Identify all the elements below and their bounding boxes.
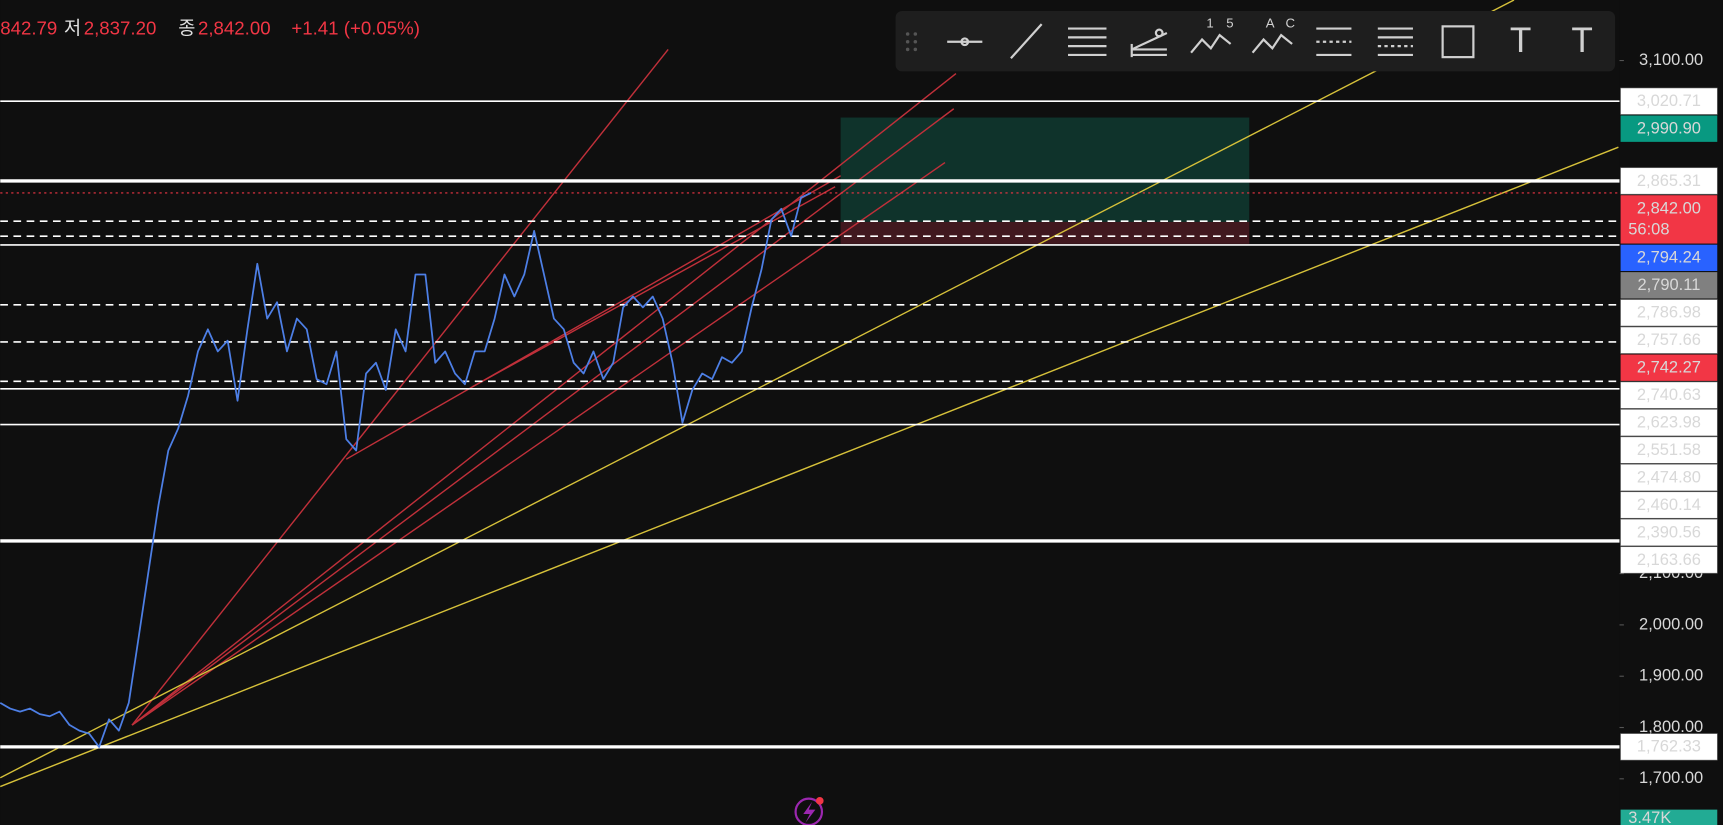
drag-handle	[905, 32, 918, 52]
trend-line	[131, 161, 946, 726]
close-label: 종	[178, 18, 195, 39]
price-tag	[1620, 195, 1718, 244]
price-tag	[1620, 167, 1718, 195]
price-tag-label: 2,551.58	[1637, 441, 1701, 459]
target-zone	[840, 117, 1250, 222]
price-tag-label: 2,794.24	[1637, 249, 1701, 267]
wave-digit: 5	[1226, 16, 1233, 31]
price-tag	[1620, 354, 1718, 381]
countdown-label: 56:08	[1628, 221, 1669, 239]
abc-wave-tool[interactable]	[1251, 33, 1293, 54]
horizontal-ray-tool[interactable]	[947, 37, 983, 47]
price-tag	[1620, 326, 1718, 354]
toolbar-bg	[895, 10, 1616, 72]
high-value: 842.79	[0, 18, 57, 39]
price-tag	[1620, 272, 1718, 299]
trend-line	[0, 146, 1619, 788]
event-badge[interactable]	[794, 796, 824, 825]
close-value: 2,842.00	[198, 18, 271, 39]
price-tag-label: 2,460.14	[1637, 496, 1701, 514]
wave-digit: 1	[1206, 16, 1213, 31]
price-tag-label: 2,474.80	[1637, 468, 1701, 486]
y-tick-label: 1,800.00	[1639, 718, 1703, 736]
trend-line	[472, 186, 836, 388]
wave-letter: C	[1286, 16, 1296, 31]
price-tag	[1620, 115, 1718, 142]
volume-tag	[1620, 809, 1718, 825]
rectangle-tool[interactable]	[1441, 25, 1475, 59]
y-tick-label: 2,000.00	[1639, 615, 1703, 633]
y-tick-label: 3,100.00	[1639, 51, 1703, 69]
price-tag	[1620, 464, 1718, 492]
price-tag-label: 2,742.27	[1637, 359, 1701, 377]
y-tick-label: 1,700.00	[1639, 769, 1703, 787]
trend-line-tool[interactable]	[1010, 23, 1043, 59]
price-tag-label: 2,740.63	[1637, 386, 1701, 404]
price-tag	[1620, 491, 1718, 519]
fib-retracement-tool[interactable]	[1316, 27, 1352, 57]
price-tag	[1620, 519, 1718, 546]
volume-label: 3.47K	[1628, 809, 1671, 825]
trend-line	[131, 48, 669, 726]
price-tag-label: 2,865.31	[1637, 172, 1701, 190]
price-tag	[1620, 244, 1718, 272]
low-label: 저	[64, 18, 81, 39]
wave-letter: A	[1266, 16, 1275, 31]
parallel-lines-tool[interactable]	[1068, 27, 1107, 57]
plot-area	[0, 0, 1620, 788]
price-tag	[1620, 381, 1718, 409]
price-tag-label: 3,020.71	[1637, 92, 1701, 110]
price-tag	[1620, 87, 1718, 115]
price-tag	[1620, 409, 1718, 437]
low-value: 2,837.20	[84, 18, 157, 39]
price-tag	[1620, 546, 1718, 574]
red-trendlines	[131, 48, 957, 726]
fib-extension-tool[interactable]	[1377, 27, 1413, 57]
price-tag	[1620, 299, 1718, 327]
text-tool[interactable]: T	[1510, 21, 1531, 60]
stop-zone	[840, 221, 1250, 244]
price-tag-label: 2,163.66	[1637, 551, 1701, 569]
price-tag-label: 2,757.66	[1637, 331, 1701, 349]
change-value: +1.41 (+0.05%)	[291, 18, 420, 39]
drawing-toolbar: 1 5 A C T T	[895, 10, 1616, 72]
anchored-text-tool[interactable]: T	[1571, 21, 1592, 60]
price-tag	[1620, 436, 1718, 464]
price-tag-label: 2,623.98	[1637, 414, 1701, 432]
fib-fan-tool[interactable]	[1130, 28, 1168, 58]
wave-tool[interactable]	[1190, 33, 1232, 54]
price-tag-label: 2,390.56	[1637, 523, 1701, 541]
price-tag-label: 2,786.98	[1637, 304, 1701, 322]
trend-line	[131, 108, 955, 726]
price-tag-label: 2,990.90	[1637, 120, 1701, 138]
price-line-series	[0, 192, 812, 748]
price-tag-label: 2,790.11	[1637, 276, 1700, 294]
price-tag	[1620, 733, 1718, 761]
price-tag-label: 2,842.00	[1637, 199, 1701, 217]
price-tag-label: 1,762.33	[1637, 738, 1701, 756]
trend-line	[345, 175, 841, 460]
y-tick-label: 1,900.00	[1639, 667, 1703, 685]
